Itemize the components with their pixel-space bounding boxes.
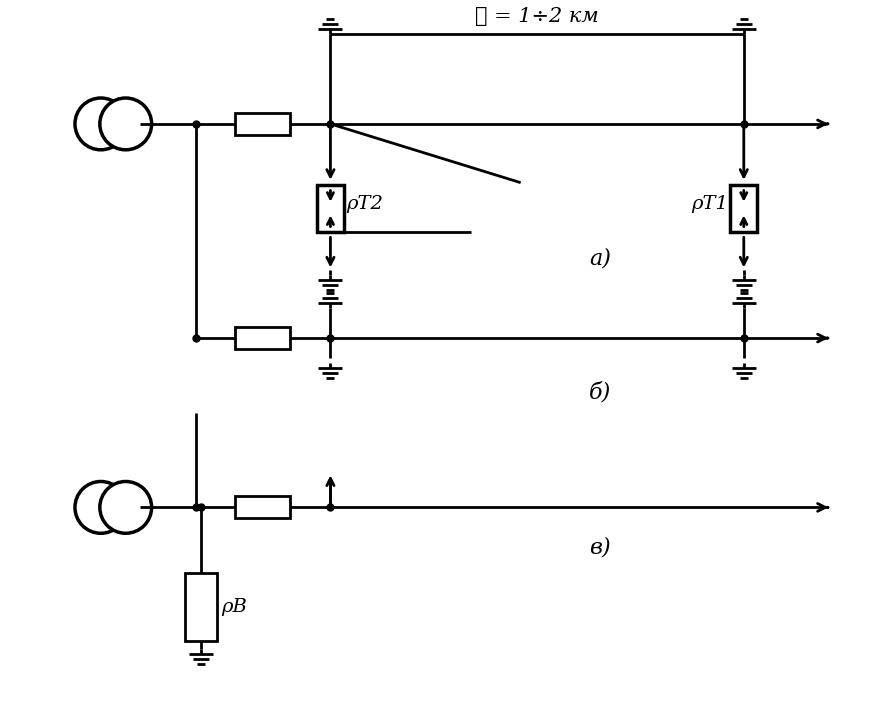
Text: ℓ = 1÷2 км: ℓ = 1÷2 км xyxy=(475,7,599,26)
Bar xyxy=(235,496,290,518)
Text: a): a) xyxy=(589,247,611,269)
Circle shape xyxy=(75,482,127,534)
Bar xyxy=(185,573,217,641)
Bar xyxy=(235,113,290,135)
Circle shape xyxy=(100,98,152,150)
Text: ρT1: ρT1 xyxy=(691,195,728,212)
Text: в): в) xyxy=(589,536,611,558)
Circle shape xyxy=(100,482,152,534)
Text: ρB: ρB xyxy=(221,598,246,616)
Bar xyxy=(235,327,290,349)
Text: ρT2: ρT2 xyxy=(346,195,383,212)
Bar xyxy=(317,185,344,233)
Bar xyxy=(731,185,757,233)
Text: б): б) xyxy=(589,382,611,404)
Circle shape xyxy=(75,98,127,150)
